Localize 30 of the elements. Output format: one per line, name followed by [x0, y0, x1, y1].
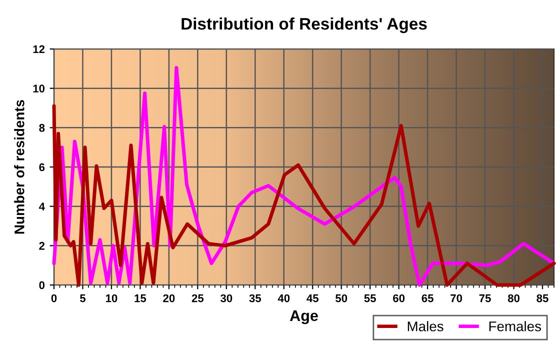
y-tick-label: 10 [33, 84, 45, 92]
x-tick-label: 40 [278, 294, 290, 302]
x-tick-label: 45 [306, 294, 318, 302]
y-tick-label: 6 [39, 163, 45, 172]
x-axis-title: Age [290, 310, 318, 324]
x-tick-label: 0 [51, 294, 57, 302]
x-tick-label: 70 [450, 294, 462, 302]
x-tick-label: 80 [508, 294, 520, 302]
y-tick-label: 8 [39, 124, 45, 132]
y-tick-label: 0 [39, 281, 45, 290]
x-tick-label: 15 [134, 294, 146, 302]
x-tick-label: 25 [192, 294, 204, 302]
y-tick-label: 12 [33, 45, 45, 54]
x-tick-label: 55 [364, 294, 376, 302]
x-tick-label: 60 [393, 294, 405, 302]
legend-label: Females [489, 321, 541, 332]
x-tick-label: 5 [80, 294, 86, 302]
x-tick-label: 75 [479, 294, 491, 302]
x-tick-label: 65 [422, 294, 434, 302]
x-tick-label: 30 [220, 294, 232, 302]
x-tick-label: 20 [163, 294, 175, 302]
x-tick-label: 50 [336, 294, 348, 302]
y-axis-title: Number of residents [14, 100, 24, 234]
y-tick-label: 2 [39, 242, 45, 250]
x-tick-label: 85 [536, 294, 548, 302]
legend-label: Males [408, 321, 444, 332]
x-tick-label: 35 [249, 294, 262, 302]
y-tick-label: 4 [38, 202, 45, 210]
x-tick-label: 10 [106, 294, 118, 302]
chart-title: Distribution of Residents' Ages [182, 17, 427, 34]
